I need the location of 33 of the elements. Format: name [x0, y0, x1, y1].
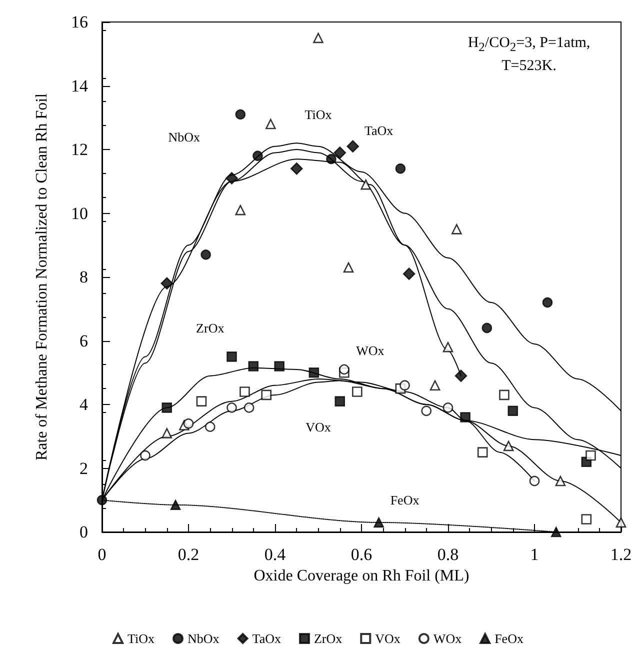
y-tick-label: 12: [71, 140, 88, 159]
y-tick-label: 8: [80, 268, 88, 286]
legend-label: TaOx: [252, 631, 282, 646]
legend-label: VOx: [375, 631, 401, 646]
annotation: NbOx: [168, 129, 201, 144]
legend-label: TiOx: [128, 631, 156, 646]
y-tick-label: 2: [80, 458, 88, 478]
legend-label: NbOx: [188, 631, 220, 646]
x-tick-label: 0.6: [350, 545, 372, 564]
annotation: FeOx: [390, 492, 420, 508]
x-tick-label: 1.2: [610, 545, 632, 564]
y-tick-label: 14: [71, 76, 88, 96]
y-tick-label: 0: [80, 522, 88, 542]
legend-label: ZrOx: [314, 631, 343, 646]
annotation: TiOx: [304, 106, 332, 122]
x-tick-label: 0.2: [178, 545, 200, 564]
y-tick-label: 16: [71, 12, 88, 32]
annotation: VOx: [306, 419, 332, 434]
x-tick-label: 0: [98, 545, 106, 564]
annotation: ZrOx: [196, 320, 225, 336]
annotation: WOx: [356, 342, 385, 358]
annotation: H$_{2}$/CO$_{2}$=3, P=1atm, T=523K.: [466, 34, 592, 76]
y-tick-label: 10: [71, 204, 88, 223]
y-tick-label: 6: [80, 331, 88, 350]
x-axis-title: Oxide Coverage on Rh Foil (ML): [254, 568, 470, 584]
y-axis-title: Rate of Methane Formation Normalized to Clean Rh Foil: [34, 92, 50, 461]
x-tick-label: 1: [530, 545, 539, 564]
annotation: TaOx: [364, 122, 394, 138]
x-tick-label: 0.4: [264, 545, 286, 564]
y-tick-label: 4: [80, 395, 88, 414]
x-tick-label: 0.8: [437, 545, 459, 564]
legend-label: WOx: [433, 631, 462, 646]
legend-label: FeOx: [494, 631, 524, 646]
